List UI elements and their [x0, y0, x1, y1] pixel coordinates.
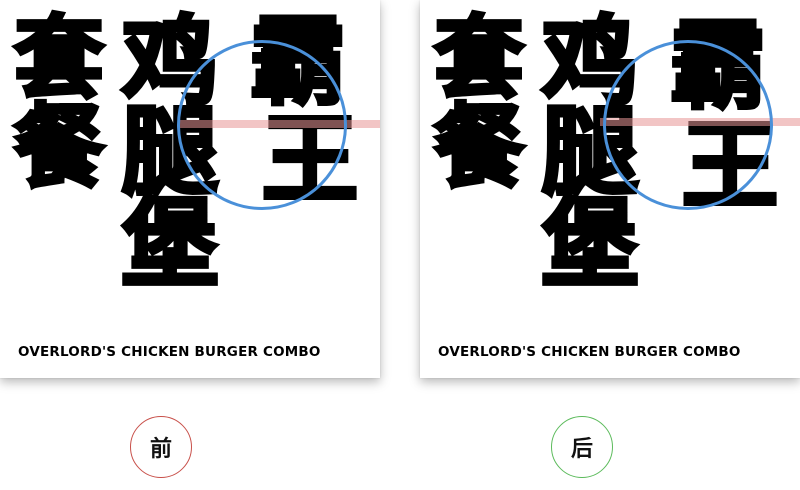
- glyph-can: 餐: [432, 95, 526, 200]
- before-card: 套 餐 鸡 腿 堡 霸 王 OVERLORD'S CHICKEN BURGER …: [0, 0, 380, 378]
- glyph-can: 餐: [12, 95, 106, 200]
- after-label-badge: 后: [551, 416, 613, 478]
- glyph-tao: 套: [12, 6, 106, 111]
- caption: OVERLORD'S CHICKEN BURGER COMBO: [18, 344, 321, 360]
- glyph-bao: 堡: [540, 188, 640, 300]
- glyph-bao: 堡: [120, 188, 220, 300]
- caption: OVERLORD'S CHICKEN BURGER COMBO: [438, 344, 741, 360]
- before-label: 前: [149, 436, 172, 462]
- after-label: 后: [570, 436, 593, 462]
- magnifier-ring: [177, 40, 347, 210]
- after-card: 套 餐 鸡 腿 堡 霸 王 OVERLORD'S CHICKEN BURGER …: [420, 0, 800, 378]
- glyph-tao: 套: [432, 6, 526, 111]
- magnifier-ring: [603, 40, 773, 210]
- before-label-badge: 前: [130, 416, 192, 478]
